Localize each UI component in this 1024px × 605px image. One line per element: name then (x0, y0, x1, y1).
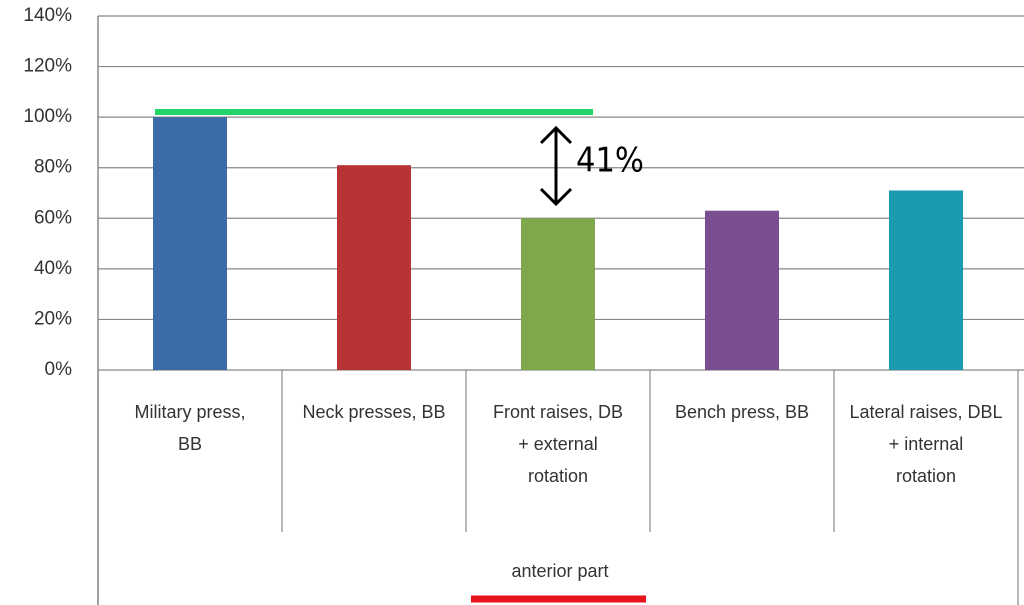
y-tick-label: 140% (23, 5, 72, 26)
annotation: 41% (576, 141, 644, 181)
bar (337, 165, 411, 370)
group-label: anterior part (511, 561, 609, 581)
y-tick-label: 100% (23, 106, 72, 127)
x-tick-label: Lateral raises, DBL + internal rotation (849, 402, 1003, 486)
bar (889, 190, 963, 370)
x-tick-label: Military press, BB (134, 402, 246, 454)
gap-arrow (539, 125, 573, 207)
x-tick-label: Bench press, BB (674, 402, 810, 422)
x-tick-label: Neck presses, BB (302, 402, 446, 422)
x-tick-label: Front raises, DB + external rotation (492, 402, 624, 486)
y-tick-label: 0% (45, 359, 73, 380)
bar (521, 218, 595, 370)
bar (705, 210, 779, 370)
y-tick-label: 80% (34, 157, 72, 178)
y-tick-label: 120% (23, 56, 72, 77)
y-tick-label: 20% (34, 308, 72, 329)
y-tick-label: 40% (34, 258, 72, 279)
y-tick-label: 60% (34, 207, 72, 228)
bar (153, 117, 227, 371)
